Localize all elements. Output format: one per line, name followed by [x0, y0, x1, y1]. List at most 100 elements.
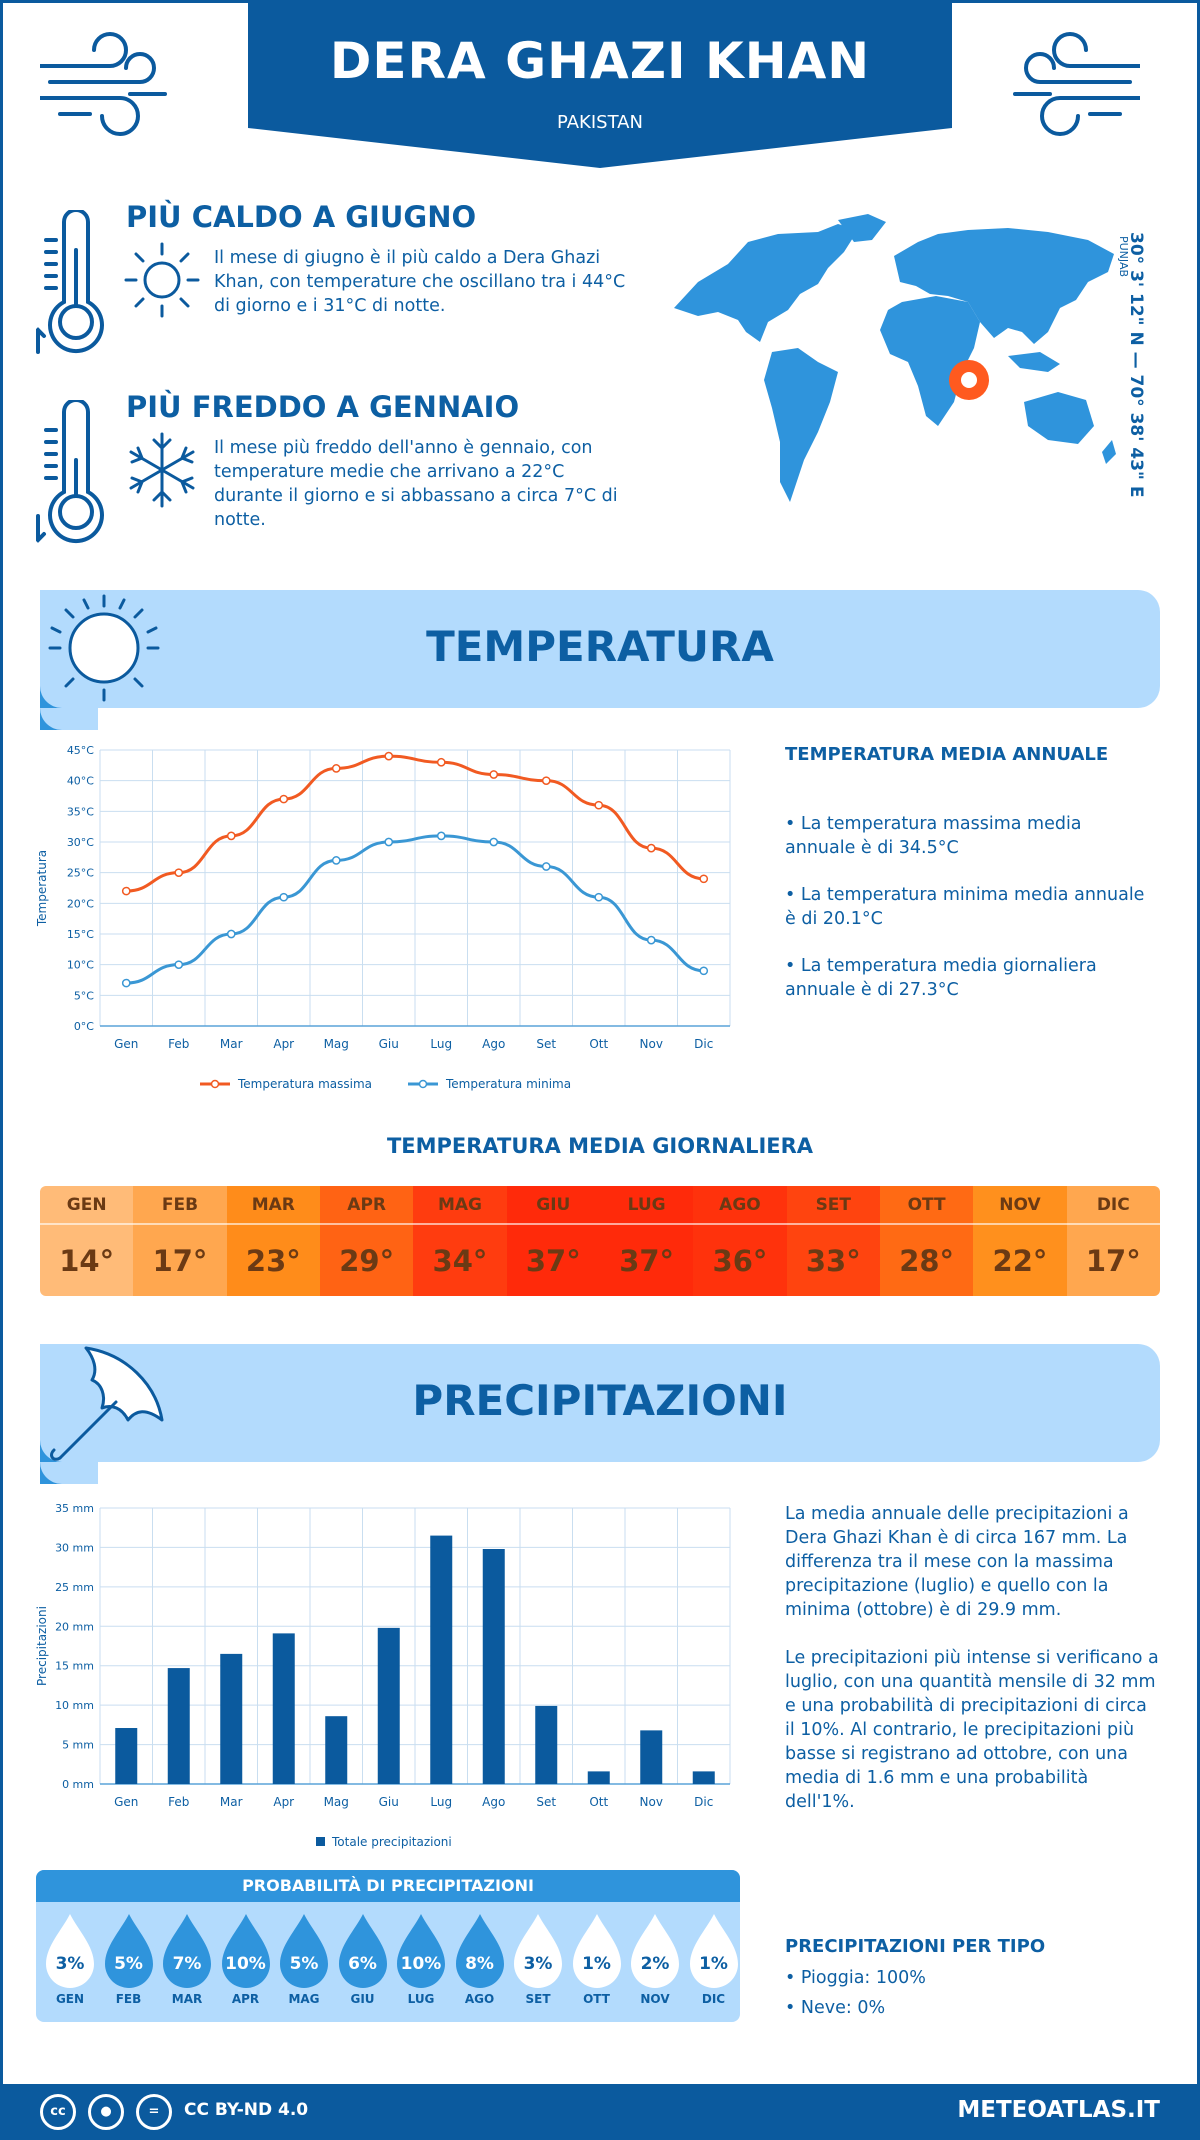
- raindrop-icon: [397, 1914, 445, 1988]
- raindrop-icon: [689, 1914, 738, 1988]
- precip-bar: [220, 1653, 243, 1784]
- precip-detail: Le precipitazioni più intense si verific…: [785, 1648, 1159, 1812]
- north-america: [674, 224, 858, 342]
- banner-corner: [40, 708, 98, 730]
- header: DERA GHAZI KHAN PAKISTAN: [248, 0, 952, 168]
- daily-temp-month: APR: [319, 1186, 414, 1225]
- legend-marker: [418, 1079, 428, 1089]
- probability-value: 1%: [582, 1954, 611, 1974]
- legend-marker: [210, 1079, 220, 1089]
- attribution-icon: ●: [88, 2094, 124, 2130]
- raindrop-icon: [338, 1914, 387, 1988]
- y-tick-label: 45°C: [67, 744, 94, 757]
- x-tick-label: Ago: [482, 1037, 505, 1051]
- x-tick-label: Set: [536, 1795, 556, 1809]
- new-zealand: [1102, 440, 1116, 464]
- y-tick-label: 10 mm: [55, 1699, 94, 1712]
- data-point: [384, 837, 394, 847]
- bullet-max: • La temperatura massima media annuale è…: [785, 814, 1082, 858]
- probability-month: FEB: [115, 1992, 142, 2006]
- series-line-min: [126, 834, 704, 985]
- data-point: [331, 764, 341, 773]
- daily-temp-value: 29°: [339, 1243, 395, 1278]
- greenland: [838, 214, 886, 242]
- coldest-text: Il mese più freddo dell'anno è gennaio, …: [214, 438, 618, 530]
- daily-temp-value: 33°: [805, 1243, 861, 1278]
- wind-icon: [1013, 32, 1140, 136]
- x-tick-label: Ott: [589, 1037, 608, 1051]
- wind-icon: [40, 32, 167, 136]
- umbrella-icon: [50, 1346, 164, 1461]
- daily-temp-month: LUG: [599, 1186, 694, 1225]
- daily-temp-cell: GIU 37°: [506, 1186, 600, 1296]
- data-point: [646, 843, 656, 853]
- daily-temp-month: DIC: [1066, 1186, 1160, 1225]
- no-derivatives-icon: =: [136, 2094, 172, 2130]
- precip-bar: [692, 1771, 715, 1784]
- precip-type-snow: • Neve: 0%: [785, 1998, 886, 2018]
- daily-temp-month: GIU: [506, 1186, 600, 1225]
- daily-temp-month: OTT: [879, 1186, 974, 1225]
- bullet-min: • La temperatura minima media annuale è …: [785, 885, 1145, 929]
- location-marker-dot: [961, 372, 977, 388]
- y-axis-label: Temperatura: [35, 850, 49, 927]
- temperature-banner: TEMPERATURA: [40, 590, 1160, 708]
- daily-temp-cell: SET 33°: [786, 1186, 880, 1296]
- daily-temp-cell: MAR 23°: [226, 1186, 320, 1296]
- raindrop-icon: [163, 1914, 211, 1988]
- precip-bar: [587, 1771, 610, 1784]
- precip-bar: [377, 1627, 400, 1784]
- legend-swatch: [316, 1837, 325, 1846]
- probability-month: LUG: [407, 1992, 435, 2006]
- daily-temp-cell: GEN 14°: [40, 1186, 134, 1296]
- daily-temp-month: SET: [786, 1186, 880, 1225]
- raindrop-icon: [280, 1914, 328, 1988]
- probability-month: DIC: [701, 1992, 726, 2006]
- probability-month: GIU: [350, 1992, 375, 2006]
- probability-month: SET: [525, 1992, 551, 2006]
- raindrop-icon: [514, 1914, 562, 1988]
- precip-bar: [325, 1716, 348, 1784]
- y-tick-label: 15 mm: [55, 1660, 94, 1673]
- data-point: [489, 837, 499, 847]
- y-tick-label: 0 mm: [62, 1778, 94, 1791]
- bullet-avg: • La temperatura media giornaliera annua…: [785, 956, 1097, 1000]
- indonesia: [1008, 352, 1060, 372]
- probability-month: GEN: [55, 1992, 85, 2006]
- x-tick-label: Dic: [694, 1795, 713, 1809]
- probability-value: 10%: [225, 1954, 266, 1974]
- x-tick-label: Mag: [324, 1795, 349, 1809]
- sun-icon: [124, 242, 200, 318]
- raindrop-icon: [46, 1914, 94, 1988]
- data-point: [174, 868, 184, 878]
- daily-temp-value: 23°: [245, 1243, 301, 1278]
- daily-temp-value: 17°: [152, 1243, 208, 1278]
- raindrop-icon: [104, 1914, 153, 1988]
- x-tick-label: Lug: [430, 1037, 452, 1051]
- data-point: [699, 966, 709, 976]
- y-tick-label: 10°C: [67, 959, 94, 972]
- daily-temp-cell: FEB 17°: [133, 1186, 227, 1296]
- daily-temp-month: NOV: [973, 1186, 1067, 1225]
- precip-bar: [482, 1549, 505, 1784]
- x-tick-label: Apr: [273, 1037, 294, 1051]
- precip-bar: [115, 1728, 138, 1784]
- precip-type-title: PRECIPITAZIONI PER TIPO: [785, 1936, 1046, 1957]
- data-point: [541, 862, 551, 871]
- probability-value: 1%: [699, 1954, 728, 1974]
- x-tick-label: Ott: [589, 1795, 608, 1809]
- daily-temp-value: 28°: [899, 1243, 955, 1278]
- coldest-title: PIÙ FREDDO A GENNAIO: [126, 390, 520, 424]
- probability-value: 5%: [114, 1954, 143, 1974]
- x-tick-label: Set: [536, 1037, 556, 1051]
- precip-summary: La media annuale delle precipitazioni a …: [785, 1504, 1129, 1620]
- site-link[interactable]: METEOATLAS.IT: [957, 2097, 1160, 2123]
- data-point: [279, 892, 289, 902]
- data-point: [121, 886, 131, 896]
- data-point: [226, 831, 236, 841]
- precip-bar: [535, 1705, 558, 1784]
- x-tick-label: Giu: [379, 1037, 399, 1051]
- y-tick-label: 5 mm: [62, 1739, 94, 1752]
- license-label: CC BY-ND 4.0: [184, 2100, 309, 2120]
- probability-month: APR: [231, 1992, 260, 2006]
